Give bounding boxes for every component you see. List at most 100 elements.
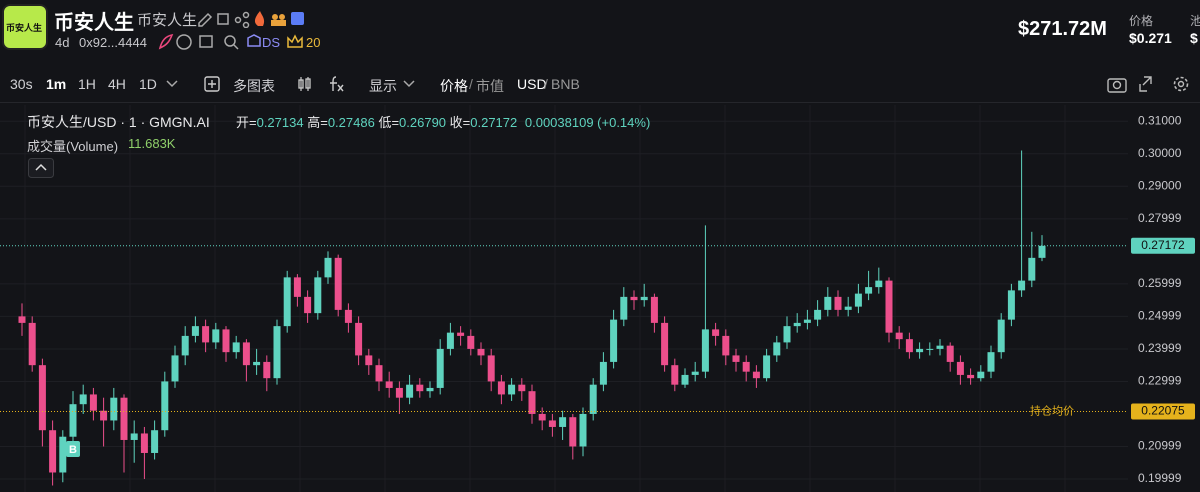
multi-chart[interactable]: 多图表	[233, 78, 275, 94]
interval-button[interactable]: 1m	[46, 76, 67, 92]
price-toggle[interactable]: 价格	[440, 78, 468, 94]
interval-button[interactable]: 4H	[108, 76, 126, 92]
ds-label[interactable]: DS	[262, 35, 281, 50]
candle-body	[181, 335, 189, 356]
y-tick-label: 0.19999	[1138, 471, 1182, 485]
candle-body	[457, 332, 465, 336]
y-tick-label: 0.20999	[1138, 439, 1182, 453]
candle-body	[1007, 290, 1015, 320]
high-value: 0.27486	[327, 115, 375, 130]
token-age: 4d	[55, 35, 70, 50]
candle-body	[242, 342, 250, 366]
candle-body	[875, 280, 883, 288]
candle-body	[1018, 280, 1026, 291]
candle-body	[701, 329, 709, 372]
candle-body	[375, 365, 383, 382]
candle-body	[773, 342, 781, 356]
candle-body	[926, 348, 934, 350]
candle-body	[844, 306, 852, 310]
candle-body	[865, 287, 873, 294]
logo[interactable]: 币安人生	[2, 4, 48, 50]
candle-body	[426, 387, 434, 392]
separator-slash: /	[544, 76, 548, 92]
candle-body	[436, 348, 444, 388]
toolbar-right-icons[interactable]	[1106, 74, 1196, 94]
currency-usd[interactable]: USD	[517, 76, 547, 92]
candle-body	[253, 361, 261, 366]
candle-body	[263, 361, 271, 379]
chevron[interactable]	[166, 79, 178, 89]
low-value: 0.26790	[399, 115, 447, 130]
change-value: 0.00038109 (+0.14%)	[524, 115, 651, 130]
candle-body	[793, 322, 801, 327]
interval-button[interactable]: 1H	[78, 76, 96, 92]
candle-body	[854, 293, 862, 307]
candle-body	[803, 319, 811, 323]
candle-body	[630, 296, 638, 301]
candle-body	[824, 296, 832, 310]
display-menu[interactable]: 显示	[369, 78, 397, 94]
candle-body	[161, 381, 169, 431]
volume-value: 11.683K	[128, 136, 176, 151]
candle-body	[130, 433, 138, 440]
candle-body	[151, 430, 159, 453]
buy-marker: B	[69, 444, 77, 456]
candle-body	[191, 326, 199, 336]
high-label: 高=	[307, 115, 328, 130]
candle-body	[334, 257, 342, 310]
candle-body	[691, 371, 699, 375]
candle-body	[110, 397, 118, 421]
candle-body	[763, 355, 771, 379]
candle-body	[599, 361, 607, 385]
fx-icon[interactable]	[328, 75, 346, 93]
candle-body	[395, 387, 403, 398]
candle-body	[314, 277, 322, 314]
candle-body	[589, 384, 597, 414]
candle-body	[355, 322, 363, 356]
candle-body	[222, 329, 230, 353]
candle-body	[79, 394, 87, 405]
candle-body	[202, 326, 210, 343]
avg-badge-label: 0.22075	[1141, 404, 1185, 418]
y-tick-label: 0.31000	[1138, 113, 1182, 127]
candle-body	[681, 374, 689, 385]
currency-bnb[interactable]: BNB	[551, 76, 580, 92]
buy-marker-bg	[66, 441, 80, 457]
candle-body	[569, 417, 577, 447]
candle-body	[59, 436, 67, 473]
candle-body	[712, 329, 720, 336]
close-label: 收=	[449, 115, 471, 130]
y-tick-label: 0.29000	[1138, 178, 1182, 192]
candle-body	[895, 332, 903, 340]
logo-text: 币安人生	[6, 23, 43, 33]
collapse-button[interactable]	[28, 158, 54, 178]
candle-body	[722, 335, 730, 356]
candle-body	[732, 355, 740, 362]
avg-line-label: 持仓均价	[1030, 403, 1074, 417]
add-icon[interactable]	[204, 76, 220, 92]
link-icons[interactable]	[156, 32, 266, 52]
y-tick-label: 0.22999	[1138, 374, 1182, 388]
candle-body	[477, 348, 485, 356]
holder-count: 20	[306, 35, 321, 50]
ohlc-legend: 开=0.27134 高=0.27486 低=0.26790 收=0.27172 …	[236, 112, 650, 131]
token-address[interactable]: 0x92...4444	[79, 35, 147, 50]
candle-body	[640, 296, 648, 301]
candle-icon[interactable]	[296, 76, 312, 92]
candle-body	[671, 365, 679, 385]
y-tick-label: 0.27999	[1138, 211, 1182, 225]
candle-body	[610, 319, 618, 362]
crown-icon	[287, 34, 303, 48]
candle-body	[89, 394, 97, 411]
interval-button[interactable]: 1D	[139, 76, 157, 92]
candle-body	[140, 433, 148, 453]
open-label: 开=	[236, 115, 257, 130]
interval-button[interactable]: 30s	[10, 76, 33, 92]
candle-body	[487, 355, 495, 382]
candle-body	[344, 309, 352, 323]
chevron[interactable]	[403, 79, 415, 89]
candle-body	[304, 296, 312, 314]
header-icons[interactable]	[196, 8, 306, 28]
mcap-toggle[interactable]: 市值	[476, 78, 504, 94]
price-badge	[1131, 237, 1195, 254]
